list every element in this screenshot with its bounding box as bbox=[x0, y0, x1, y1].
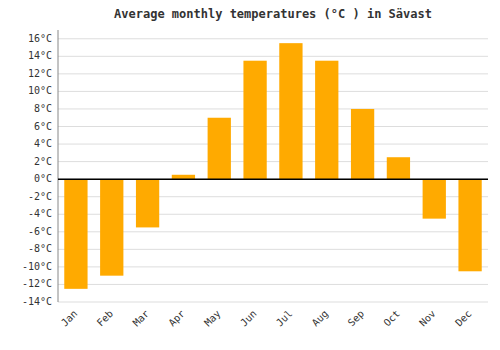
y-tick-label: -6°C bbox=[28, 226, 52, 237]
x-tick-label: Feb bbox=[95, 308, 116, 329]
y-axis-line bbox=[58, 30, 59, 302]
x-tick-label: Jun bbox=[238, 308, 259, 329]
y-tick-label: 10°C bbox=[28, 85, 52, 96]
bar bbox=[243, 61, 266, 179]
x-tick-label: Mar bbox=[131, 308, 152, 329]
grid-line bbox=[58, 73, 488, 74]
bar bbox=[100, 179, 123, 276]
grid-line bbox=[58, 179, 488, 180]
y-tick-label: 6°C bbox=[34, 121, 52, 132]
bar bbox=[423, 179, 446, 218]
bar bbox=[208, 118, 231, 179]
grid-line bbox=[58, 284, 488, 285]
zero-line bbox=[58, 178, 488, 180]
y-tick-label: 14°C bbox=[28, 50, 52, 61]
y-tick-label: -14°C bbox=[22, 296, 52, 307]
x-tick-label: Sep bbox=[346, 308, 367, 329]
title: Average monthly temperatures (°C ) in Sä… bbox=[114, 7, 432, 21]
grid-line bbox=[58, 302, 488, 303]
grid-line bbox=[58, 161, 488, 162]
x-tick-label: Jan bbox=[59, 308, 80, 329]
x-tick-label: May bbox=[202, 308, 223, 329]
grid-line bbox=[58, 38, 488, 39]
y-tick-label: 8°C bbox=[34, 103, 52, 114]
bar bbox=[458, 179, 481, 271]
x-tick-label: Jul bbox=[274, 308, 295, 329]
bar bbox=[351, 109, 374, 179]
x-tick-label: Dec bbox=[453, 308, 474, 329]
x-tick-label: Aug bbox=[310, 308, 331, 329]
y-tick-label: -10°C bbox=[22, 261, 52, 272]
y-tick-label: 4°C bbox=[34, 138, 52, 149]
y-tick-label: -4°C bbox=[28, 208, 52, 219]
grid-line bbox=[58, 91, 488, 92]
x-tick-label: Apr bbox=[166, 308, 187, 329]
bars bbox=[64, 43, 481, 289]
y-tick-label: 2°C bbox=[34, 156, 52, 167]
bar bbox=[387, 157, 410, 179]
x-tick-label: Oct bbox=[381, 308, 402, 329]
chart: -14°C -12°C -10°C -8°C -6°C -4°C -2°C 0°C 2°C 4°C… bbox=[0, 0, 500, 350]
grid-line bbox=[58, 126, 488, 127]
grid-line bbox=[58, 108, 488, 109]
y-tick-label: 16°C bbox=[28, 33, 52, 44]
bar bbox=[136, 179, 159, 227]
y-tick-label: -2°C bbox=[28, 191, 52, 202]
bar bbox=[279, 43, 302, 179]
bar bbox=[64, 179, 87, 289]
y-tick-label: -8°C bbox=[28, 243, 52, 254]
grid bbox=[58, 39, 488, 302]
bar bbox=[315, 61, 338, 179]
y-tick-label: 0°C bbox=[34, 173, 52, 184]
y-tick-label: -12°C bbox=[22, 278, 52, 289]
grid-line bbox=[58, 56, 488, 57]
x-tick-label: Nov bbox=[417, 308, 438, 329]
grid-line bbox=[58, 144, 488, 145]
y-tick-label: 12°C bbox=[28, 68, 52, 79]
